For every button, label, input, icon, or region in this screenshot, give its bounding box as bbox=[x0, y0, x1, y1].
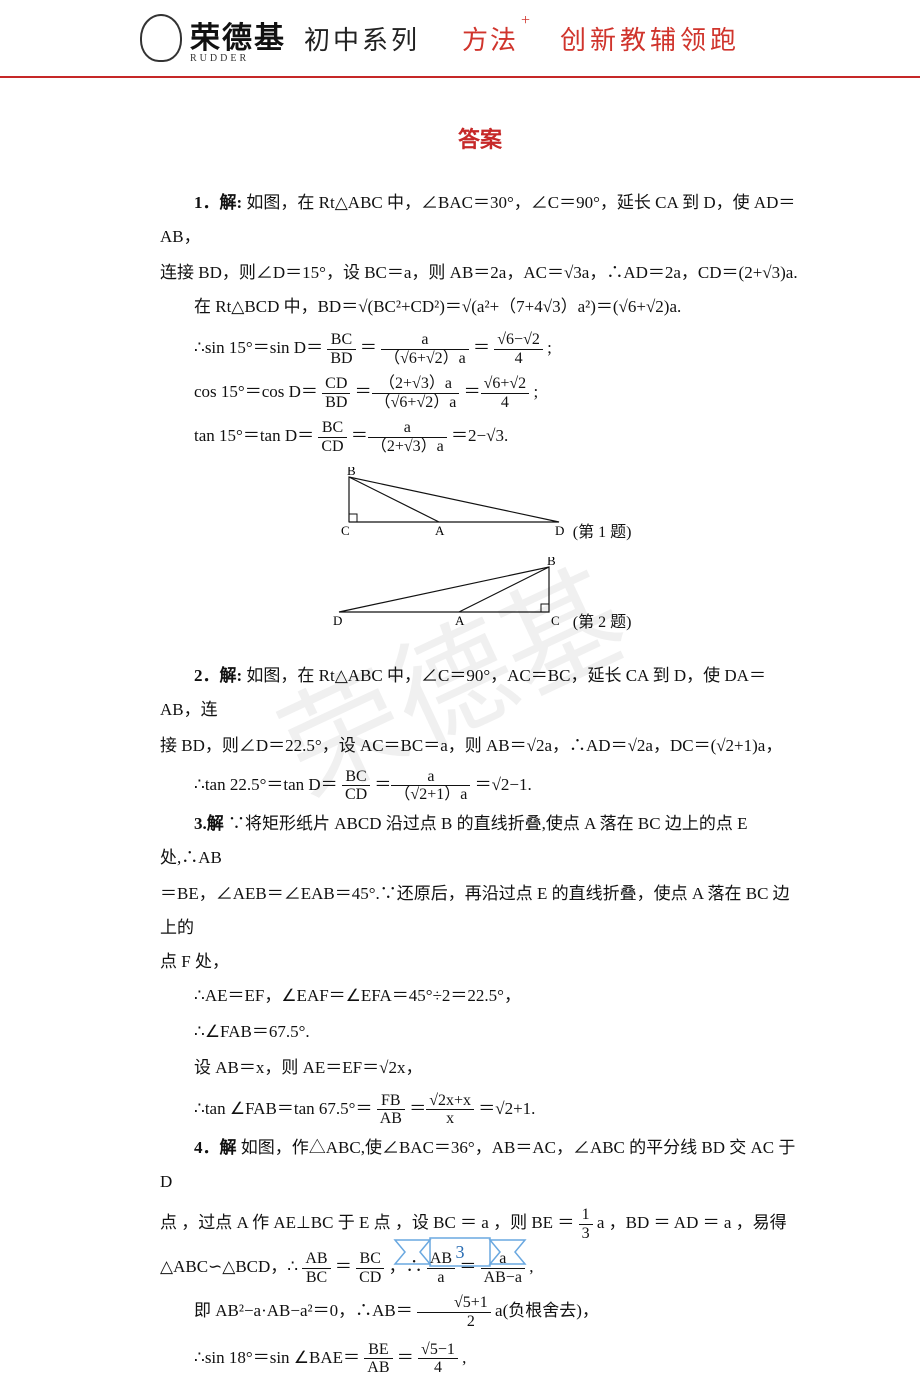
triangle-2-icon: B C A D bbox=[329, 557, 569, 627]
p4-line1b: 点 ，过点 A 作 AE⊥BC 于 E 点 ，设 BC ＝ a ，则 BE ＝ … bbox=[160, 1201, 800, 1245]
p1-line1a: 如图，在 Rt△ABC 中，∠BAC＝30°，∠C＝90°，延长 CA 到 D，… bbox=[160, 193, 795, 246]
svg-text:D: D bbox=[333, 613, 342, 627]
p3-line1: 3.解 ∵将矩形纸片 ABCD 沿过点 B 的直线折叠,使点 A 落在 BC 边… bbox=[160, 807, 800, 875]
p1-sin: ∴sin 15°＝sin D＝ BCBD ＝ a（√6+√2）a ＝ √6−√2… bbox=[194, 326, 800, 370]
brand-logo: 荣德基 RUDDER bbox=[140, 13, 286, 64]
svg-text:C: C bbox=[551, 613, 560, 627]
p1-line2: 在 Rt△BCD 中，BD＝√(BC²+CD²)＝√(a²+（7+4√3）a²)… bbox=[160, 290, 800, 324]
header-method: 方法 + bbox=[462, 20, 518, 57]
figure-row-1: B C A D (第 1 题) bbox=[160, 467, 800, 549]
figure-2: B C A D (第 2 题) bbox=[329, 557, 632, 639]
p2-tan: ∴tan 22.5°＝tan D＝ BCCD ＝a（√2+1）a ＝√2−1. bbox=[194, 763, 800, 807]
p2-line1: 2．解: 如图，在 Rt△ABC 中，∠C＝90°，AC＝BC，延长 CA 到 … bbox=[160, 659, 800, 727]
page-header: 荣德基 RUDDER 初中系列 方法 + 创新教辅领跑 bbox=[0, 0, 920, 78]
header-slogan: 创新教辅领跑 bbox=[560, 20, 740, 57]
content-body: 答案 1．解: 如图，在 Rt△ABC 中，∠BAC＝30°，∠C＝90°，延长… bbox=[0, 78, 920, 1380]
svg-text:A: A bbox=[455, 613, 465, 627]
svg-text:D: D bbox=[555, 523, 564, 537]
triangle-1-icon: B C A D bbox=[329, 467, 569, 537]
p4-l3: 即 AB²−a·AB−a²＝0，∴AB＝ √5+12 a(负根舍去)， bbox=[160, 1289, 800, 1333]
p1-line1b: 连接 BD，则∠D＝15°，设 BC＝a，则 AB＝2a，AC＝√3a，∴AD＝… bbox=[160, 256, 800, 290]
svg-text:B: B bbox=[347, 467, 356, 478]
page-title: 答案 bbox=[160, 118, 800, 162]
p3-label: 3.解 bbox=[194, 814, 224, 833]
fig2-caption: (第 2 题) bbox=[573, 614, 632, 631]
p4-sim: △ABC∽△BCD，∴ ABBC ＝ BCCD ，∴ ABa ＝ aAB−a , bbox=[160, 1245, 800, 1289]
p3-line1c: 点 F 处， bbox=[160, 945, 800, 979]
p3-l4: 设 AB＝x，则 AE＝EF＝√2x， bbox=[160, 1051, 800, 1085]
p1-cos: cos 15°＝cos D＝ CDBD ＝（2+√3）a（√6+√2）a ＝√6… bbox=[194, 370, 800, 414]
fig1-caption: (第 1 题) bbox=[573, 524, 632, 541]
header-method-text: 方法 bbox=[462, 26, 518, 55]
p1-label: 1．解: bbox=[194, 193, 242, 212]
p1-line1: 1．解: 如图，在 Rt△ABC 中，∠BAC＝30°，∠C＝90°，延长 CA… bbox=[160, 186, 800, 254]
figure-1: B C A D (第 1 题) bbox=[329, 467, 632, 549]
header-series: 初中系列 bbox=[304, 20, 420, 57]
svg-text:C: C bbox=[341, 523, 350, 537]
p2-line1b: 接 BD，则∠D＝22.5°，设 AC＝BC＝a，则 AB＝√2a，∴AD＝√2… bbox=[160, 729, 800, 763]
figure-row-2: B C A D (第 2 题) bbox=[160, 557, 800, 639]
logo-face-icon bbox=[140, 14, 182, 62]
plus-icon: + bbox=[521, 12, 532, 30]
p1-sin-lhs: ∴sin 15°＝sin D＝ bbox=[194, 338, 323, 357]
svg-text:A: A bbox=[435, 523, 445, 537]
svg-text:B: B bbox=[547, 557, 556, 568]
brand-name: 荣德基 bbox=[190, 13, 286, 57]
p3-tan: ∴tan ∠FAB＝tan 67.5°＝ FBAB ＝√2x+xx ＝√2+1. bbox=[194, 1087, 800, 1131]
p3-l3: ∴∠FAB＝67.5°. bbox=[160, 1015, 800, 1049]
p3-line1b: ＝BE，∠AEB＝∠EAB＝45°.∵还原后，再沿过点 E 的直线折叠，使点 A… bbox=[160, 877, 800, 945]
p4-sin: ∴sin 18°＝sin ∠BAE＝ BEAB ＝ √5−14 , bbox=[194, 1336, 800, 1380]
p2-label: 2．解: bbox=[194, 666, 242, 685]
p4-label: 4．解 bbox=[194, 1138, 237, 1157]
p1-tan: tan 15°＝tan D＝ BCCD ＝a（2+√3）a ＝2−√3. bbox=[194, 414, 800, 458]
p4-line1: 4．解 如图，作△ABC,使∠BAC＝36°，AB＝AC，∠ABC 的平分线 B… bbox=[160, 1131, 800, 1199]
p3-l2: ∴AE＝EF，∠EAF＝∠EFA＝45°÷2＝22.5°， bbox=[160, 979, 800, 1013]
